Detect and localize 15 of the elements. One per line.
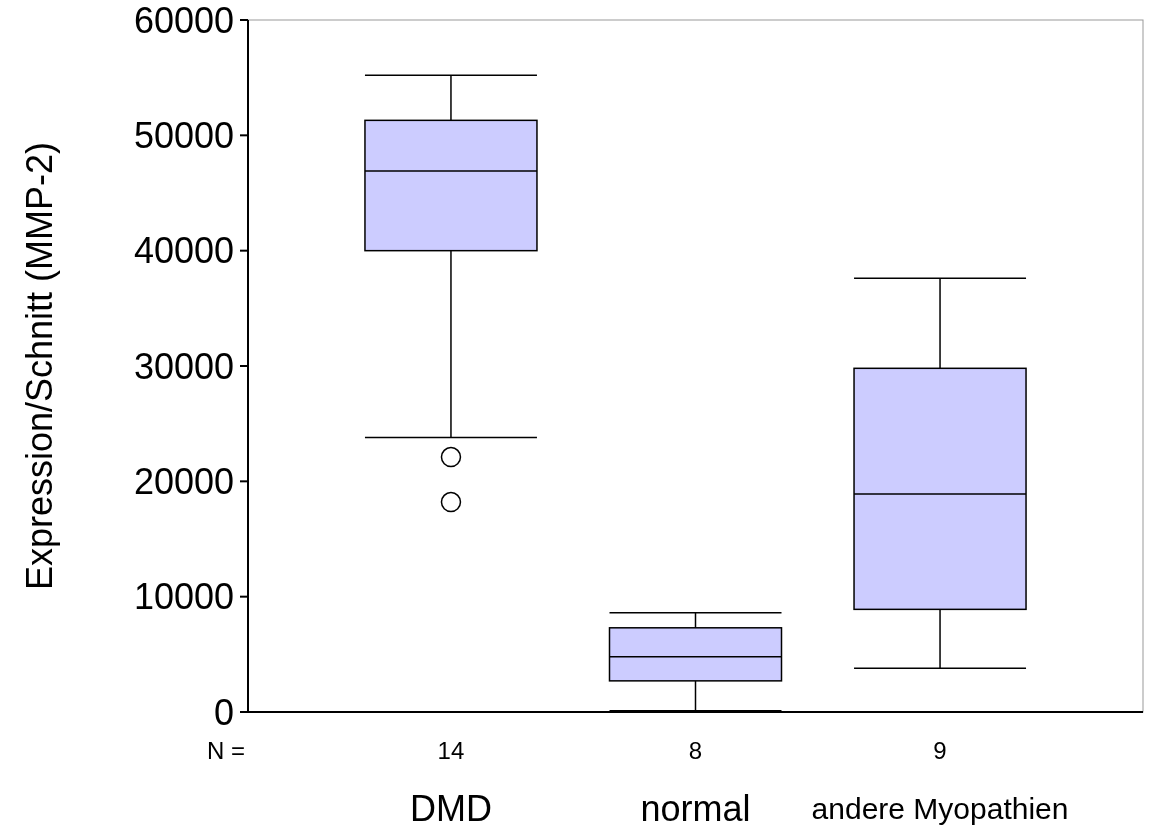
y-tick-label: 50000 [133, 114, 234, 156]
x-tick-label: andere Myopathien [811, 791, 1069, 825]
y-tick-label: 0 [213, 691, 234, 733]
text: 9 [933, 737, 947, 765]
text: 8 [688, 737, 703, 765]
y-tick-label: 40000 [133, 230, 234, 272]
x-tick-label: DMD [409, 787, 492, 829]
y-axis-title: Expression/Schnitt (MMP-2) [19, 141, 60, 591]
text: 14 [437, 737, 465, 765]
y-tick-label: 30000 [133, 345, 234, 387]
x-tick-label: normal [640, 787, 751, 829]
y-tick-label: 10000 [133, 576, 234, 618]
text: N = [206, 737, 245, 765]
y-tick-label: 20000 [133, 460, 234, 502]
y-tick-label: 60000 [133, 0, 234, 41]
